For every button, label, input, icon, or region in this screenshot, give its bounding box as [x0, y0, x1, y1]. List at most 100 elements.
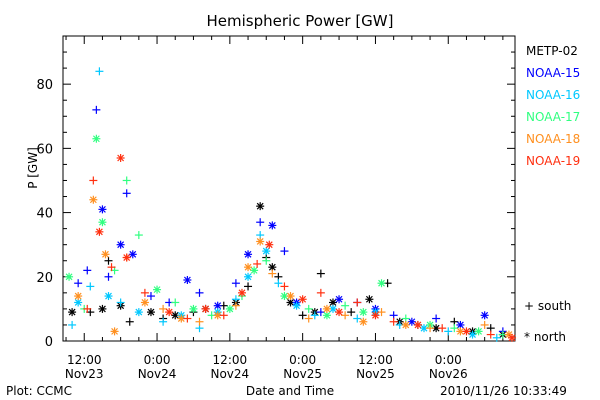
data-point-north [265, 240, 274, 249]
data-point-north [256, 237, 265, 246]
data-point-south [280, 247, 289, 256]
data-point-north [377, 279, 386, 288]
data-point-south [83, 304, 92, 313]
data-point-north [322, 304, 331, 313]
data-point-south [253, 259, 262, 268]
legend-entry: METP-02 [526, 44, 578, 58]
legend-north-symbol: * north [524, 330, 567, 344]
y-axis: 0 20 40 60 80 [36, 51, 515, 350]
data-point-south [280, 282, 289, 291]
data-point-north [213, 311, 222, 320]
data-point-south [195, 288, 204, 297]
x-tick-sublabel: Nov23 [65, 367, 104, 381]
data-point-south [347, 308, 356, 317]
data-point-south [231, 301, 240, 310]
data-point-south [104, 272, 113, 281]
data-points [65, 67, 516, 342]
data-point-south [159, 317, 168, 326]
y-tick-label: 0 [45, 335, 53, 350]
x-axis: 12:00Nov230:00Nov2412:00Nov240:00Nov2512… [65, 36, 504, 381]
data-point-north [183, 276, 192, 284]
data-point-north [401, 320, 410, 329]
x-tick-label: 0:00 [289, 353, 316, 367]
data-point-south [492, 333, 501, 342]
data-point-north [371, 311, 380, 320]
x-tick-label: 0:00 [435, 353, 462, 367]
data-point-north [201, 304, 210, 313]
data-point-north [456, 320, 465, 329]
plot-timestamp: 2010/11/26 10:33:49 [440, 384, 567, 398]
data-point-north [65, 272, 74, 281]
x-tick-sublabel: Nov24 [210, 367, 249, 381]
data-point-south [274, 279, 283, 288]
data-point-north [507, 333, 516, 342]
data-point-south [426, 324, 435, 333]
data-point-south [89, 176, 98, 185]
data-point-north [68, 308, 77, 317]
data-point-south [450, 324, 459, 333]
data-point-north [140, 298, 149, 307]
data-point-north [98, 304, 107, 313]
data-point-south [86, 282, 95, 291]
data-point-south [107, 263, 116, 272]
data-point-north [365, 295, 374, 304]
data-point-south [353, 298, 362, 307]
data-point-north [237, 288, 246, 297]
x-tick-label: 12:00 [67, 353, 102, 367]
data-point-south [268, 269, 277, 278]
x-axis-label: Date and Time [245, 384, 335, 398]
data-point-south [183, 314, 192, 323]
data-point-north [359, 317, 368, 326]
data-point-south [244, 282, 253, 291]
legend-entry: NOAA-16 [526, 88, 581, 102]
x-tick-sublabel: Nov26 [429, 367, 468, 381]
data-point-south [116, 298, 125, 307]
data-point-south [195, 317, 204, 326]
data-point-north [462, 327, 471, 336]
x-tick-sublabel: Nov25 [356, 367, 395, 381]
data-point-south [298, 311, 307, 320]
chart-title: Hemispheric Power [GW] [206, 12, 394, 30]
data-point-south [95, 67, 104, 76]
data-point-north [153, 285, 162, 294]
data-point-south [146, 292, 155, 301]
data-point-south [256, 218, 265, 227]
data-point-south [74, 279, 83, 288]
data-point-south [304, 304, 313, 313]
data-point-south [316, 269, 325, 278]
data-point-north [134, 308, 143, 317]
data-point-north [171, 311, 180, 320]
x-tick-sublabel: Nov24 [138, 367, 177, 381]
plot-credit: Plot: CCMC [6, 384, 72, 398]
data-point-south [140, 288, 149, 297]
data-point-south [83, 266, 92, 275]
data-point-north [250, 266, 259, 275]
y-tick-label: 40 [36, 207, 53, 222]
data-point-north [359, 308, 368, 317]
data-point-north [268, 221, 277, 230]
data-point-north [286, 292, 295, 301]
data-point-north [413, 320, 422, 329]
data-point-north [335, 295, 344, 304]
data-point-north [335, 308, 344, 317]
data-point-north [244, 272, 253, 281]
data-point-north [468, 330, 477, 339]
data-point-north [92, 134, 101, 143]
data-point-south [377, 308, 386, 317]
y-tick-label: 80 [36, 78, 53, 93]
data-point-south [122, 176, 131, 185]
data-point-south [262, 256, 271, 265]
data-point-south [104, 256, 113, 265]
data-point-south [219, 311, 228, 320]
data-point-north [256, 202, 265, 211]
plot-frame [62, 35, 516, 342]
data-point-north [244, 250, 253, 259]
data-point-north [74, 292, 83, 301]
data-point-south [432, 314, 441, 323]
data-point-south [125, 317, 134, 326]
data-point-south [122, 189, 131, 198]
data-point-north [189, 304, 198, 313]
data-point-north [298, 295, 307, 304]
data-point-north [98, 218, 107, 227]
